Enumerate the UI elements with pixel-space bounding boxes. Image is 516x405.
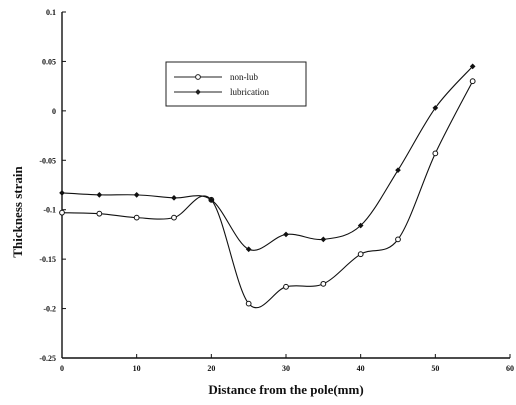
data-point-lubrication <box>320 236 327 243</box>
data-point-non-lub <box>133 214 140 221</box>
y-tick-label: -0.25 <box>39 354 56 363</box>
data-point-non-lub <box>469 78 476 85</box>
data-point-non-lub <box>395 236 401 243</box>
data-point-non-lub <box>357 251 364 258</box>
data-point-lubrication <box>96 192 103 198</box>
data-point-non-lub <box>283 283 289 290</box>
data-point-lubrication <box>59 190 65 196</box>
y-tick-label: -0.1 <box>43 206 56 215</box>
x-tick-label: 10 <box>133 364 141 373</box>
y-tick-label: 0.1 <box>46 8 56 17</box>
y-tick-label: -0.05 <box>39 156 56 165</box>
x-axis-title: Distance from the pole(mm) <box>208 382 363 397</box>
x-tick-label: 20 <box>207 364 215 373</box>
x-tick-label: 40 <box>357 364 365 373</box>
data-point-lubrication <box>432 105 439 111</box>
data-point-lubrication <box>245 246 252 253</box>
data-point-non-lub <box>432 150 439 157</box>
x-tick-label: 60 <box>506 364 514 373</box>
y-tick-label: -0.2 <box>43 305 56 314</box>
data-point-lubrication <box>133 192 140 198</box>
x-tick-label: 50 <box>431 364 439 373</box>
y-axis-title: Thickness strain <box>10 166 25 258</box>
y-tick-label: 0.05 <box>42 57 56 66</box>
x-tick-label: 0 <box>60 364 64 373</box>
legend-marker-non-lub <box>195 74 201 80</box>
y-tick-label: -0.15 <box>39 255 56 264</box>
data-point-non-lub <box>320 280 327 287</box>
x-tick-label: 30 <box>282 364 290 373</box>
data-point-lubrication <box>469 63 476 70</box>
data-point-non-lub <box>245 300 252 307</box>
legend-label-lubrication: lubrication <box>230 87 269 97</box>
legend: non-lub lubrication <box>165 61 307 107</box>
data-point-lubrication <box>395 167 401 173</box>
data-point-lubrication <box>283 231 289 238</box>
data-point-lubrication <box>208 197 215 203</box>
legend-label-non-lub: non-lub <box>230 72 258 82</box>
tick-labels: 0 10 20 30 40 50 60 0.1 0.05 0 -0.05 -0.1 -0.15 -0.2 -… <box>39 8 514 373</box>
data-point-lubrication <box>171 195 177 201</box>
y-tick-label: 0 <box>52 107 56 116</box>
data-point-non-lub <box>171 214 177 221</box>
data-point-non-lub <box>59 209 65 216</box>
data-point-non-lub <box>96 210 103 217</box>
legend-marker-lubrication <box>195 89 201 95</box>
legend-box <box>165 61 307 107</box>
data-point-lubrication <box>357 222 364 229</box>
series-lines <box>59 63 476 309</box>
